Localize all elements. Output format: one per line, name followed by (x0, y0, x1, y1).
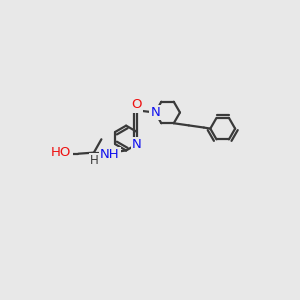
Text: N: N (132, 138, 142, 151)
Text: O: O (132, 98, 142, 112)
Text: N: N (150, 106, 160, 119)
Text: H: H (89, 154, 98, 166)
Text: HO: HO (51, 146, 72, 159)
Text: NH: NH (100, 148, 120, 160)
